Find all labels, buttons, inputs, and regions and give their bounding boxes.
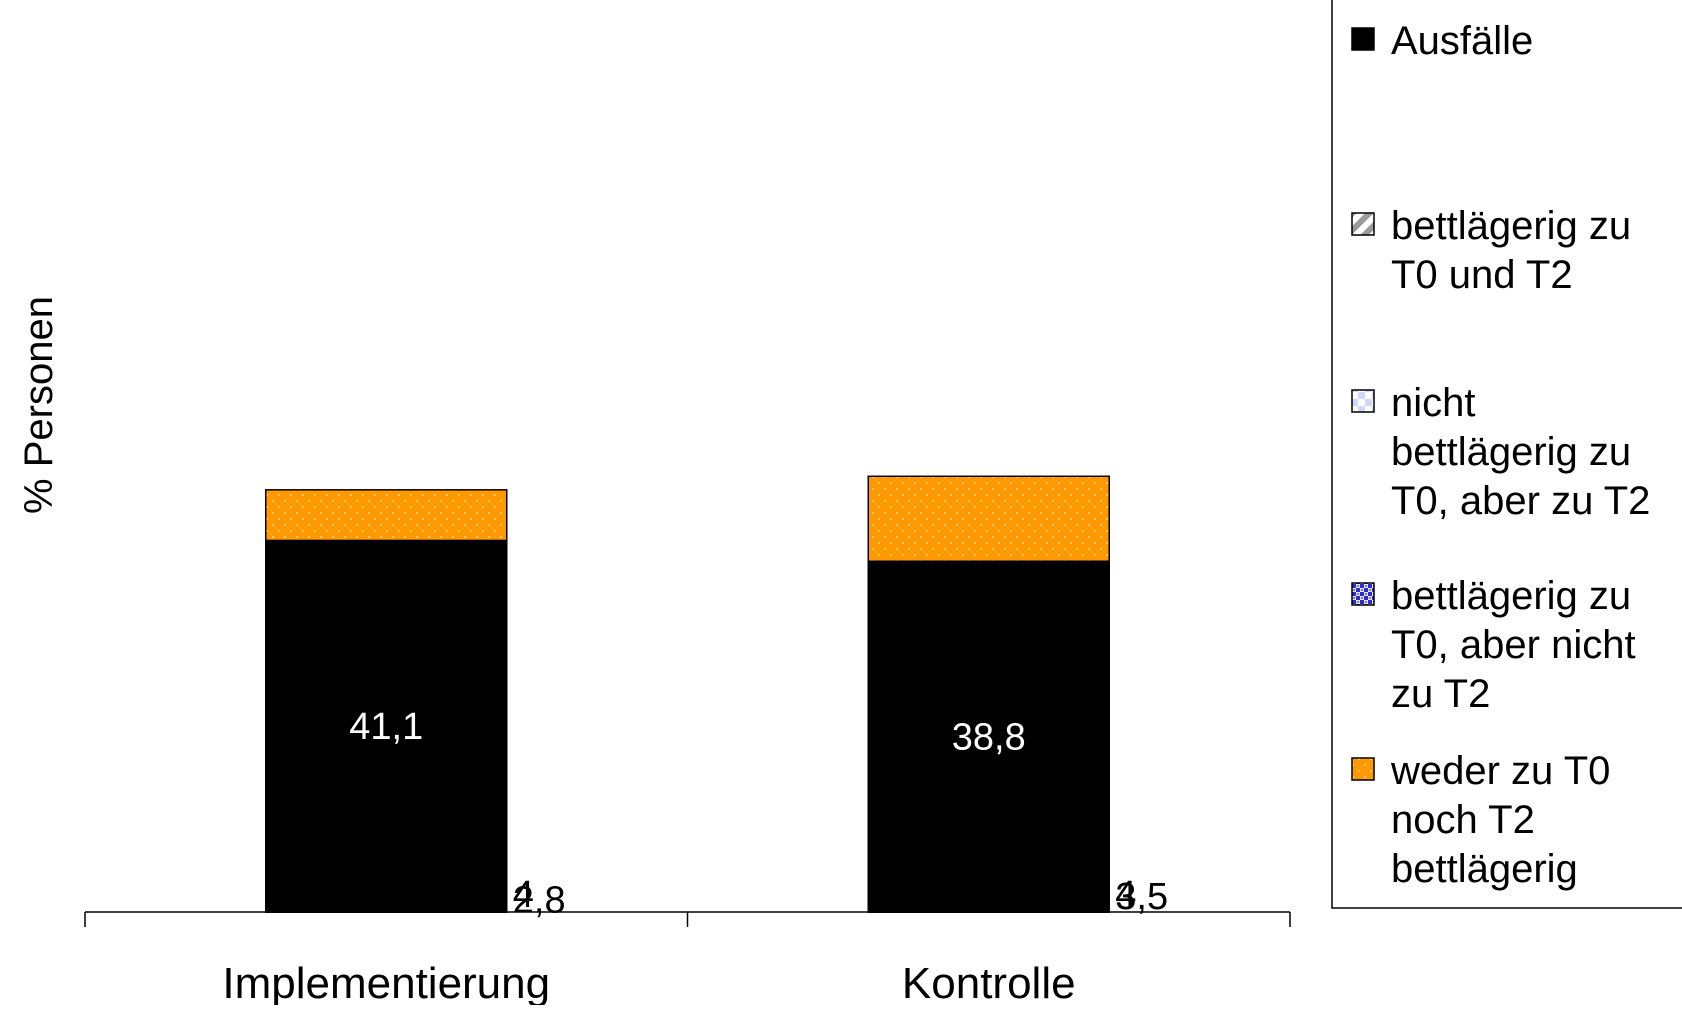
y-axis-label: % Personen (17, 296, 61, 514)
data-label-kontrolle-bettlaegerig-zu-t0-aber-nicht-zu-t2: 3,5 (1115, 876, 1168, 918)
data-label-implementierung-bettlaegerig-zu-t0-aber-nicht-zu-t2: 2,8 (513, 879, 566, 921)
x-tick-label-kontrolle: Kontrolle (902, 959, 1076, 1005)
legend-swatch-nicht-bettlaegerig-zu-t0-aber-zu-t2 (1351, 389, 1375, 413)
legend-label-bettlaegerig-zu-t0-aber-nicht-zu-t2: T0, aber nicht (1391, 623, 1636, 667)
legend-label-bettlaegerig-zu-t0-und-t2: T0 und T2 (1391, 253, 1573, 297)
legend-frame (1331, 0, 1682, 909)
legend-label-weder-zu-t0-noch-t2-bettlaegerig: weder zu T0 (1390, 749, 1610, 793)
legend-label-bettlaegerig-zu-t0-und-t2: bettlägerig zu (1391, 204, 1631, 248)
data-label-implementierung-ausfaelle: 41,1 (349, 706, 423, 748)
bar-segment-kontrolle-ausfaelle (867, 560, 1110, 913)
legend-label-bettlaegerig-zu-t0-aber-nicht-zu-t2: zu T2 (1391, 672, 1490, 716)
legend-swatch-ausfaelle (1351, 27, 1375, 51)
data-label-implementierung-bettlaegerig-zu-t0-und-t2: 4 (513, 874, 534, 916)
data-labels-layer: 46,7 2,8 5,4 4 41,1 48,2 3,5 5,4 4 38,8 (349, 674, 1168, 921)
legend-label-weder-zu-t0-noch-t2-bettlaegerig: noch T2 (1391, 798, 1535, 842)
legend-label-nicht-bettlaegerig-zu-t0-aber-zu-t2: nicht (1391, 381, 1476, 425)
bar-segment-implementierung-ausfaelle (265, 539, 508, 913)
legend: Ausfälle bettlägerig zu T0 und T2 nicht bett… (1331, 0, 1682, 909)
bars-layer (265, 475, 1110, 913)
legend-label-weder-zu-t0-noch-t2-bettlaegerig: bettlägerig (1391, 847, 1578, 891)
legend-swatch-bettlaegerig-zu-t0-und-t2 (1351, 212, 1375, 236)
data-label-implementierung-nicht-bettlaegerig-zu-t0-aber-zu-t2: 5,4 (360, 868, 413, 910)
legend-label-nicht-bettlaegerig-zu-t0-aber-zu-t2: bettlägerig zu (1391, 430, 1631, 474)
x-tick-label-implementierung: Implementierung (222, 959, 550, 1005)
data-label-kontrolle-weder-zu-t0-noch-t2-bettlaegerig: 48,2 (952, 674, 1026, 716)
x-axis: Implementierung Kontrolle (84, 911, 1291, 1008)
data-label-kontrolle-ausfaelle: 38,8 (952, 717, 1026, 759)
data-label-implementierung-weder-zu-t0-noch-t2-bettlaegerig: 46,7 (349, 681, 423, 723)
data-label-kontrolle-nicht-bettlaegerig-zu-t0-aber-zu-t2: 5,4 (962, 868, 1015, 910)
legend-label-bettlaegerig-zu-t0-aber-nicht-zu-t2: bettlägerig zu (1391, 574, 1631, 618)
legend-swatch-bettlaegerig-zu-t0-aber-nicht-zu-t2 (1351, 582, 1375, 606)
legend-swatch-weder-zu-t0-noch-t2-bettlaegerig (1351, 757, 1375, 781)
legend-label-nicht-bettlaegerig-zu-t0-aber-zu-t2: T0, aber zu T2 (1391, 479, 1650, 523)
data-label-kontrolle-bettlaegerig-zu-t0-und-t2: 4 (1115, 874, 1136, 916)
legend-label-ausfaelle: Ausfälle (1391, 19, 1533, 63)
